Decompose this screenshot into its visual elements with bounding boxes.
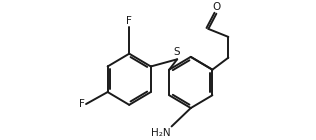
Text: H₂N: H₂N <box>151 128 171 138</box>
Text: O: O <box>212 2 221 12</box>
Text: F: F <box>79 99 85 109</box>
Text: F: F <box>126 16 132 26</box>
Text: S: S <box>174 47 180 57</box>
